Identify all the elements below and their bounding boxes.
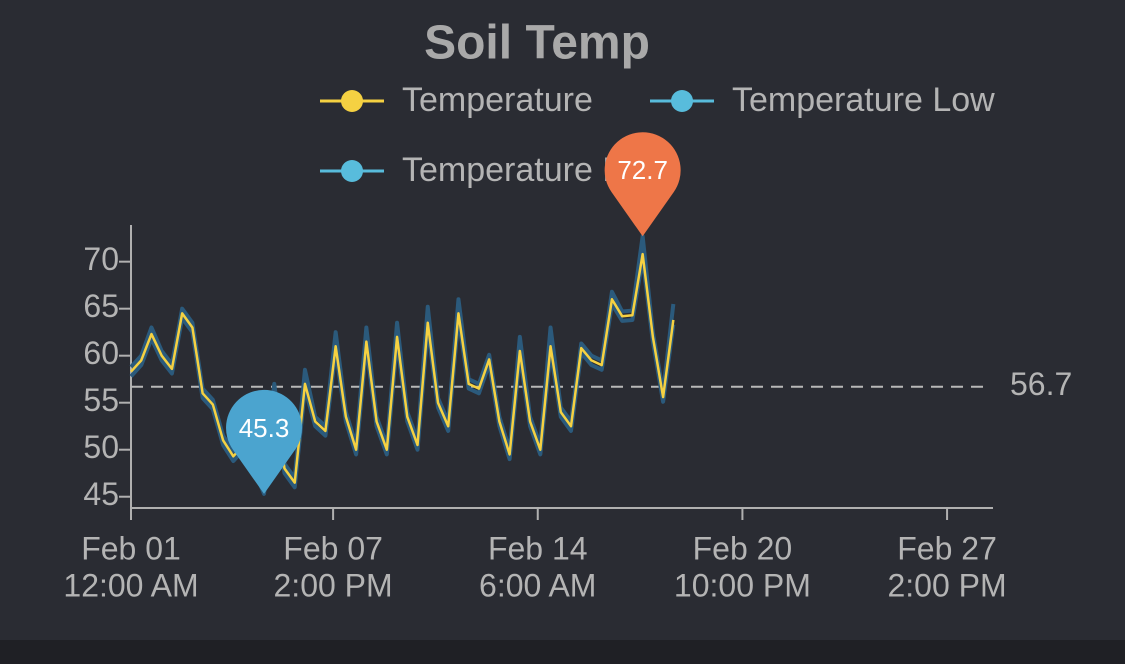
x-tick-label: Feb 07	[283, 530, 383, 566]
y-tick-label: 50	[83, 429, 119, 465]
x-tick-label: 12:00 AM	[63, 567, 198, 603]
x-tick-label: 2:00 PM	[274, 567, 393, 603]
x-tick-label: Feb 01	[81, 530, 181, 566]
x-tick-label: 10:00 PM	[674, 567, 811, 603]
legend-marker	[341, 160, 363, 182]
y-tick-label: 55	[83, 382, 119, 418]
marker-label: 72.7	[617, 155, 668, 185]
x-tick-label: Feb 14	[488, 530, 588, 566]
y-tick-label: 45	[83, 476, 119, 512]
x-tick-label: 6:00 AM	[479, 567, 596, 603]
legend-marker	[341, 90, 363, 112]
marker-pin	[604, 132, 681, 237]
series-line	[130, 252, 675, 490]
y-tick-label: 65	[83, 288, 119, 324]
chart-title: Soil Temp	[424, 17, 650, 70]
y-tick-label: 60	[83, 335, 119, 371]
x-tick-label: Feb 20	[693, 530, 793, 566]
legend-label: Temperature	[402, 81, 593, 119]
mark-line-label: 56.7	[1010, 366, 1072, 402]
footer-strip	[0, 640, 1125, 664]
legend-marker	[671, 90, 693, 112]
marker-pin	[226, 389, 303, 494]
x-tick-label: 2:00 PM	[887, 567, 1006, 603]
legend-label: Temperature Low	[732, 81, 995, 119]
marker-label: 45.3	[239, 413, 290, 443]
y-tick-label: 70	[83, 241, 119, 277]
x-tick-label: Feb 27	[897, 530, 997, 566]
